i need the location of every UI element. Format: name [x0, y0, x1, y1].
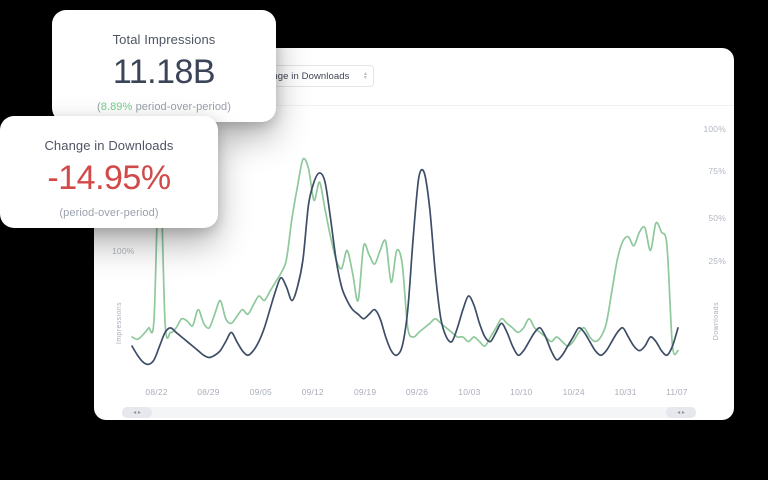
y-axis-right-tick-25: 25% — [708, 256, 726, 266]
y-axis-right-tick-100: 100% — [703, 124, 726, 134]
y-axis-right-title: Downloads — [713, 302, 720, 341]
y-axis-left-title: Impressions — [116, 302, 123, 345]
series-line-impressions — [131, 153, 679, 356]
chart-body: Impressions Downloads 100% 100% 75% 50% … — [94, 106, 734, 420]
kpi-subtext: (8.89% period-over-period) — [52, 101, 276, 113]
kpi-title: Total Impressions — [112, 32, 216, 47]
kpi-value: -14.95% — [47, 159, 171, 197]
chevron-updown-icon: ▴ ▾ — [363, 71, 367, 81]
y-axis-left-tick-100: 100% — [112, 246, 135, 256]
x-tick-0: 08/22 — [145, 387, 168, 397]
x-tick-10: 11/07 — [666, 387, 688, 397]
kpi-card-change-in-downloads: Change in Downloads -14.95% (period-over… — [0, 116, 218, 228]
x-tick-5: 09/26 — [405, 387, 429, 397]
y-axis-right-tick-75: 75% — [708, 166, 726, 176]
x-tick-2: 09/05 — [249, 387, 272, 397]
range-handle-end[interactable]: ◂ ▸ — [666, 407, 696, 418]
x-tick-9: 10/31 — [614, 387, 637, 397]
kpi-subtext: (period-over-period) — [59, 207, 159, 219]
chart-svg — [131, 153, 679, 366]
range-handle-start[interactable]: ◂ ▸ — [122, 407, 152, 418]
range-handle-end-arrows: ◂ ▸ — [677, 409, 685, 416]
series-line-change-in-downloads — [131, 168, 679, 366]
kpi-value: 11.18B — [112, 53, 216, 91]
x-tick-3: 09/12 — [301, 387, 324, 397]
panel-header: ange in Downloads ▴ ▾ — [94, 48, 734, 106]
chart-range-scrollbar[interactable]: ◂ ▸ ◂ ▸ — [122, 407, 696, 418]
range-handle-start-arrows: ◂ ▸ — [133, 409, 141, 416]
x-tick-1: 08/29 — [197, 387, 220, 397]
kpi-title: Change in Downloads — [44, 138, 174, 153]
x-tick-7: 10/10 — [510, 387, 533, 397]
chevron-up-icon: ▴ — [363, 71, 367, 77]
chevron-down-icon: ▾ — [363, 75, 367, 81]
x-tick-6: 10/03 — [458, 387, 481, 397]
kpi-sub-rest: period-over-period) — [132, 101, 232, 113]
x-tick-8: 10/24 — [562, 387, 585, 397]
metric-select-dropdown[interactable]: ange in Downloads ▴ ▾ — [258, 65, 374, 87]
x-tick-4: 09/19 — [354, 387, 377, 397]
kpi-card-total-impressions: Total Impressions 11.18B (8.89% period-o… — [52, 10, 276, 122]
x-axis: 08/22 08/29 09/05 09/12 09/19 09/26 10/0… — [132, 387, 687, 401]
kpi-sub-percent: 8.89% — [100, 101, 133, 113]
y-axis-right-tick-50: 50% — [708, 213, 726, 223]
line-chart-plot — [131, 116, 679, 378]
kpi-sub-prefix: ( — [96, 101, 101, 113]
metric-select-value: ange in Downloads — [267, 70, 350, 82]
